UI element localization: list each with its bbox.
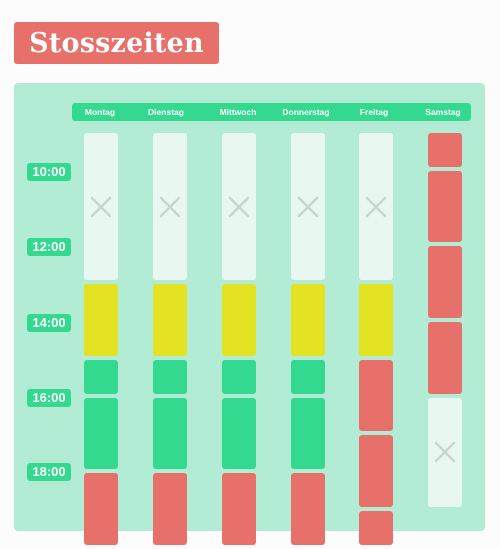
day-label-freitag: Freitag xyxy=(359,107,389,117)
time-slot-low xyxy=(84,397,118,470)
close-icon xyxy=(434,442,456,463)
page-title: Stosszeiten xyxy=(14,22,219,64)
time-slot-high xyxy=(428,322,462,394)
day-label-montag: Montag xyxy=(84,107,116,117)
time-slot-low xyxy=(84,359,118,394)
time-slot-closed xyxy=(153,133,187,281)
time-slot-high xyxy=(222,473,256,545)
time-slot-medium xyxy=(153,284,187,356)
time-label: 18:00 xyxy=(27,463,71,481)
time-slot-medium xyxy=(291,284,325,356)
time-label: 16:00 xyxy=(27,389,71,407)
time-slot-medium xyxy=(84,284,118,356)
day-label-dienstag: Dienstag xyxy=(148,107,184,117)
time-slot-low xyxy=(291,359,325,394)
time-slot-high xyxy=(359,359,393,432)
day-label-mittwoch: Mittwoch xyxy=(219,107,257,117)
time-slot-low xyxy=(153,397,187,470)
close-icon xyxy=(90,196,112,217)
day-header-bar xyxy=(72,103,471,121)
time-slot-high xyxy=(428,133,462,167)
time-slot-closed xyxy=(222,133,256,281)
time-slot-closed xyxy=(291,133,325,281)
time-label: 14:00 xyxy=(27,314,71,332)
time-label: 12:00 xyxy=(27,238,71,256)
close-icon xyxy=(228,196,250,217)
time-slot-high xyxy=(291,473,325,545)
time-slot-low xyxy=(222,359,256,394)
day-label-donnerstag: Donnerstag xyxy=(282,107,330,117)
time-slot-high xyxy=(428,170,462,243)
time-slot-high xyxy=(84,473,118,545)
time-slot-low xyxy=(222,397,256,470)
time-slot-high xyxy=(359,435,393,507)
time-slot-low xyxy=(291,397,325,470)
time-slot-closed xyxy=(428,397,462,507)
close-icon xyxy=(159,196,181,217)
time-slot-closed xyxy=(84,133,118,281)
day-label-samstag: Samstag xyxy=(425,107,461,117)
time-label: 10:00 xyxy=(27,163,71,181)
time-slot-low xyxy=(153,359,187,394)
close-icon xyxy=(365,196,387,217)
time-slot-medium xyxy=(222,284,256,356)
time-slot-closed xyxy=(359,133,393,281)
time-slot-high xyxy=(428,246,462,318)
time-slot-medium xyxy=(359,284,393,356)
time-slot-high xyxy=(153,473,187,545)
page-title-text: Stosszeiten xyxy=(29,27,204,59)
close-icon xyxy=(297,196,319,217)
time-slot-high xyxy=(359,511,393,545)
